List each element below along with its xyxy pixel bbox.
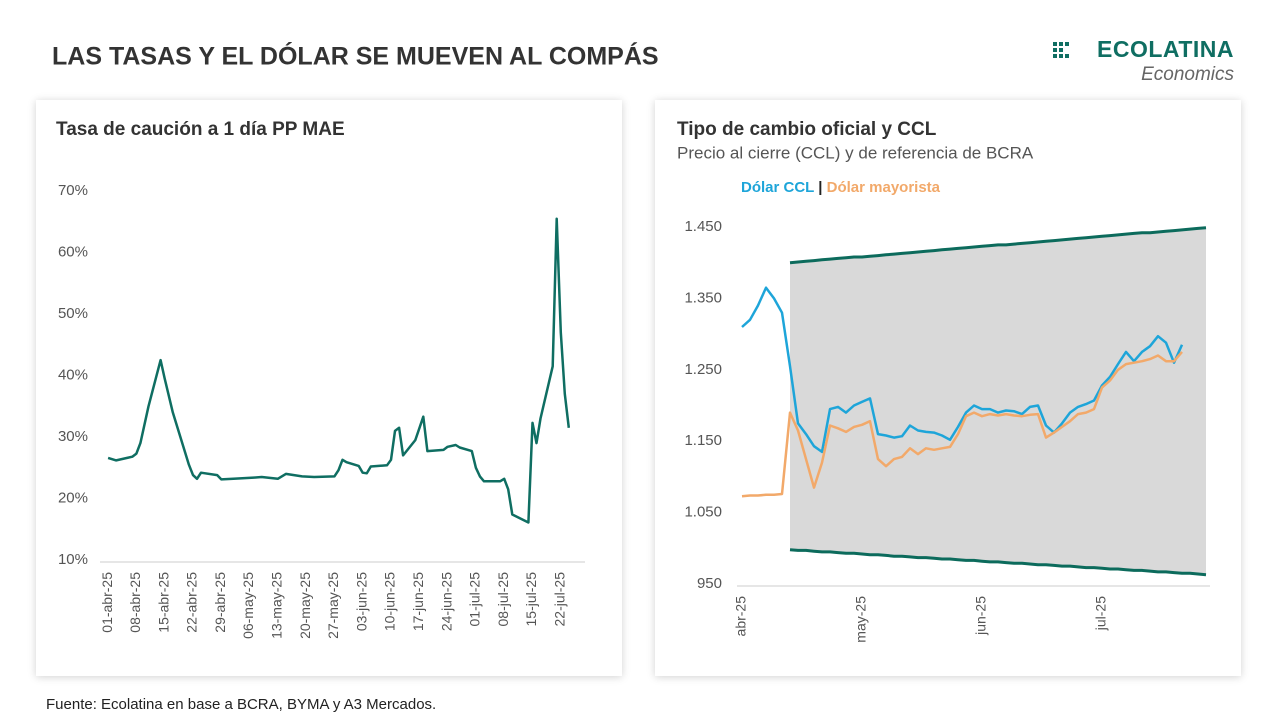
- logo-icon: [1053, 42, 1069, 58]
- y-tick-label: 40%: [58, 366, 88, 383]
- chart-title: Tipo de cambio oficial y CCL: [677, 119, 937, 140]
- y-tick-label: 1.250: [684, 361, 722, 378]
- x-tick-label: 01-abr-25: [99, 572, 115, 633]
- band-lower-line: [789, 548, 1207, 577]
- x-tick-label: 08-jul-25: [495, 572, 511, 627]
- line: [107, 217, 571, 524]
- x-tick-label: 15-jul-25: [523, 572, 539, 627]
- x-tick-label: jul-25: [1093, 596, 1109, 631]
- y-tick-label: 10%: [58, 551, 88, 568]
- legend-entry: Dólar mayorista: [827, 179, 941, 196]
- x-tick-label: 08-abr-25: [127, 572, 143, 633]
- y-tick-label: 60%: [58, 243, 88, 260]
- y-tick-label: 1.050: [684, 504, 722, 521]
- y-tick-label: 50%: [58, 305, 88, 322]
- line: [741, 351, 1183, 498]
- left-card: [36, 100, 622, 676]
- y-tick-label: 1.450: [684, 218, 722, 235]
- x-tick-label: 17-jun-25: [410, 572, 426, 631]
- x-tick-label: may-25: [853, 596, 869, 643]
- page-title: LAS TASAS Y EL DÓLAR SE MUEVEN AL COMPÁS: [52, 41, 659, 71]
- x-tick-label: 29-abr-25: [212, 572, 228, 633]
- band-area: [790, 227, 1206, 575]
- y-tick-label: 70%: [58, 182, 88, 199]
- x-tick-label: 13-may-25: [269, 572, 285, 639]
- x-tick-label: 20-may-25: [297, 572, 313, 639]
- legend-entry: Dólar CCL: [741, 179, 814, 196]
- y-tick-label: 30%: [58, 428, 88, 445]
- x-tick-label: 22-jul-25: [551, 572, 567, 627]
- x-tick-label: abr-25: [733, 596, 749, 637]
- y-tick-label: 1.350: [684, 289, 722, 306]
- y-tick-label: 1.150: [684, 432, 722, 449]
- band-upper-line: [789, 226, 1207, 265]
- chart-subtitle: Precio al cierre (CCL) y de referencia d…: [677, 143, 1034, 162]
- chart-title: Tasa de caución a 1 día PP MAE: [56, 119, 345, 140]
- x-tick-label: 01-jul-25: [467, 572, 483, 627]
- source-note: Fuente: Ecolatina en base a BCRA, BYMA y…: [46, 696, 436, 713]
- x-tick-label: jun-25: [973, 596, 989, 636]
- x-tick-label: 15-abr-25: [155, 572, 171, 633]
- line: [741, 286, 1184, 454]
- legend-separator: |: [818, 179, 822, 196]
- y-tick-label: 950: [697, 575, 722, 592]
- x-tick-label: 27-may-25: [325, 572, 341, 639]
- logo-tagline: Economics: [1141, 64, 1234, 85]
- logo-name: ECOLATINA: [1097, 36, 1234, 62]
- x-tick-label: 03-jun-25: [353, 572, 369, 631]
- x-tick-label: 06-may-25: [240, 572, 256, 639]
- x-tick-label: 10-jun-25: [382, 572, 398, 631]
- x-tick-label: 24-jun-25: [438, 572, 454, 631]
- x-tick-label: 22-abr-25: [184, 572, 200, 633]
- legend: Dólar CCL | Dólar mayorista: [741, 179, 941, 196]
- y-tick-label: 20%: [58, 489, 88, 506]
